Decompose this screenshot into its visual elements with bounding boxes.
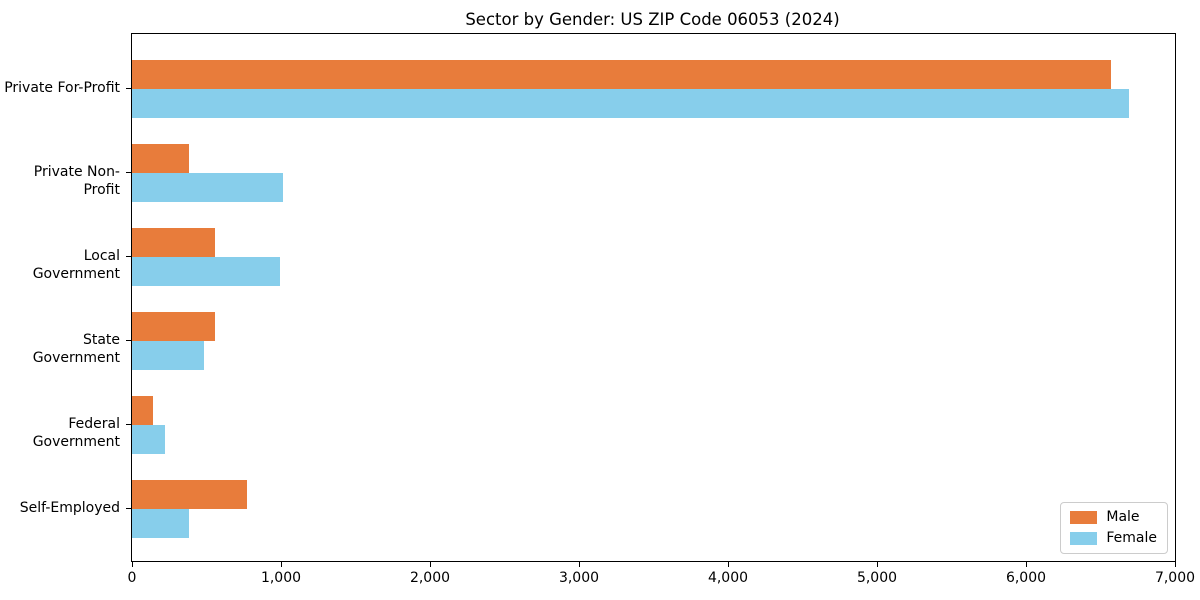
- chart-title: Sector by Gender: US ZIP Code 06053 (202…: [465, 10, 840, 29]
- legend-swatch-female: [1070, 532, 1098, 545]
- legend-swatch-male: [1070, 511, 1098, 524]
- x-tick-mark: [1175, 562, 1176, 567]
- y-tick-mark: [126, 172, 131, 173]
- bar-female-private-non-profit: [132, 173, 283, 202]
- bar-female-self-employed: [132, 509, 189, 538]
- bar-female-private-for-profit: [132, 89, 1129, 118]
- bar-male-local-government: [132, 228, 215, 257]
- y-tick-mark: [126, 508, 131, 509]
- y-tick-mark: [126, 340, 131, 341]
- y-tick-label-federal-government: Federal Government: [32, 416, 120, 450]
- y-tick-label-private-non-profit: Private Non-Profit: [33, 164, 120, 198]
- y-tick-label-self-employed: Self-Employed: [19, 500, 120, 516]
- x-tick-label-6000: 6,000: [1005, 570, 1047, 586]
- y-tick-label-local-government: Local Government: [32, 248, 120, 282]
- x-tick-mark: [281, 562, 282, 567]
- bar-female-local-government: [132, 257, 280, 286]
- bar-male-state-government: [132, 312, 215, 341]
- bar-male-federal-government: [132, 396, 153, 425]
- x-tick-mark: [877, 562, 878, 567]
- y-tick-label-state-government: State Government: [32, 332, 120, 366]
- x-tick-mark: [1026, 562, 1027, 567]
- legend: Male Female: [1060, 502, 1168, 554]
- x-tick-label-3000: 3,000: [558, 570, 600, 586]
- bar-male-self-employed: [132, 480, 247, 509]
- y-tick-mark: [126, 424, 131, 425]
- x-tick-label-2000: 2,000: [409, 570, 451, 586]
- y-tick-label-private-for-profit: Private For-Profit: [4, 80, 120, 96]
- legend-label-female: Female: [1106, 530, 1157, 546]
- x-tick-mark: [728, 562, 729, 567]
- legend-label-male: Male: [1106, 509, 1140, 525]
- bar-male-private-non-profit: [132, 144, 189, 173]
- legend-row-male: Male: [1070, 510, 1157, 525]
- bar-male-private-for-profit: [132, 60, 1111, 89]
- x-tick-mark: [132, 562, 133, 567]
- y-tick-mark: [126, 88, 131, 89]
- x-tick-label-7000: 7,000: [1154, 570, 1196, 586]
- legend-row-female: Female: [1070, 531, 1157, 546]
- bar-female-state-government: [132, 341, 204, 370]
- bar-female-federal-government: [132, 425, 165, 454]
- x-tick-mark: [579, 562, 580, 567]
- x-tick-label-4000: 4,000: [707, 570, 749, 586]
- y-tick-mark: [126, 256, 131, 257]
- x-tick-label-0: 0: [127, 570, 137, 586]
- x-tick-label-1000: 1,000: [260, 570, 302, 586]
- plot-area: Male Female: [131, 33, 1176, 562]
- x-tick-mark: [430, 562, 431, 567]
- x-tick-label-5000: 5,000: [856, 570, 898, 586]
